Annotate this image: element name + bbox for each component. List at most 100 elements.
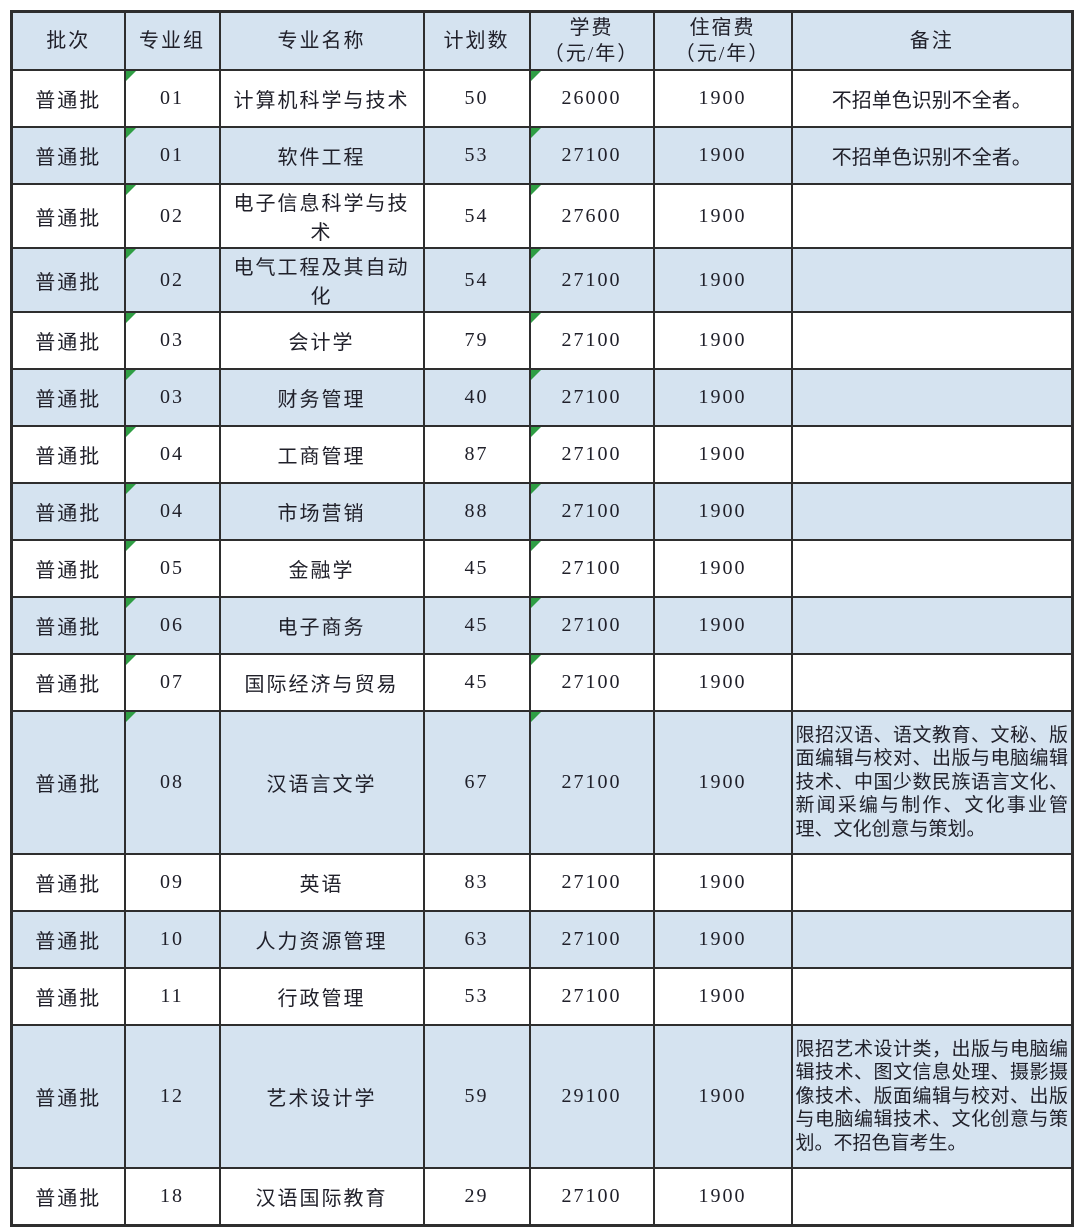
tuition-cell-text: 27100 — [561, 671, 622, 693]
batch-cell-text: 普通批 — [35, 931, 102, 953]
header-major-group: 专业组 — [123, 10, 221, 71]
batch-cell: 普通批 — [10, 311, 126, 370]
batch-cell: 普通批 — [10, 183, 126, 249]
batch-cell-text: 普通批 — [35, 1187, 102, 1210]
accommodation-cell: 1900 — [652, 69, 793, 128]
major-group-cell: 01 — [123, 69, 221, 128]
major-name-cell: 计算机科学与技术 — [218, 69, 425, 128]
cell-corner-triangle-icon — [531, 713, 541, 722]
tuition-cell: 27100 — [528, 482, 655, 541]
major-group-cell-text: 03 — [160, 329, 184, 351]
accommodation-cell-text: 1900 — [698, 500, 747, 522]
batch-cell-text: 普通批 — [35, 446, 102, 468]
batch-cell-text: 普通批 — [35, 332, 102, 354]
accommodation-cell: 1900 — [652, 311, 793, 370]
table-row: 普通批 12 艺术设计学 59 29100 1900 限招艺术设计类，出版与电脑编辑技术、图… — [10, 1024, 1074, 1169]
accommodation-cell-text: 1900 — [698, 443, 747, 465]
batch-cell: 普通批 — [10, 1024, 126, 1169]
batch-cell-text: 普通批 — [35, 988, 102, 1010]
major-group-cell-text: 04 — [160, 443, 184, 465]
major-name-cell-text: 计算机科学与技术 — [233, 90, 410, 112]
accommodation-cell-text: 1900 — [698, 614, 747, 636]
plan-count-cell: 54 — [422, 183, 531, 249]
batch-cell-text: 普通批 — [35, 674, 102, 696]
table-row: 普通批 07 国际经济与贸易 45 27100 1900 — [10, 653, 1074, 712]
plan-count-cell-text: 45 — [464, 557, 489, 579]
major-name-cell-text: 软件工程 — [277, 147, 366, 169]
tuition-cell-text: 27100 — [561, 443, 622, 465]
plan-count-cell: 54 — [422, 247, 531, 313]
major-name-cell: 艺术设计学 — [218, 1024, 425, 1169]
tuition-cell: 27100 — [528, 910, 655, 969]
plan-count-cell: 59 — [422, 1024, 531, 1169]
major-group-cell: 03 — [123, 311, 221, 370]
major-group-cell: 08 — [123, 710, 221, 855]
remark-cell: 不招单色识别不全者。 — [790, 69, 1074, 128]
tuition-cell: 27100 — [528, 710, 655, 855]
header-plan-count: 计划数 — [422, 10, 531, 71]
cell-corner-triangle-icon — [531, 250, 541, 259]
accommodation-cell-text: 1900 — [698, 204, 747, 227]
batch-cell: 普通批 — [10, 126, 126, 185]
cell-corner-triangle-icon — [531, 485, 541, 494]
batch-cell: 普通批 — [10, 482, 126, 541]
major-name-cell: 人力资源管理 — [218, 910, 425, 969]
batch-cell: 普通批 — [10, 368, 126, 427]
plan-count-cell-text: 88 — [464, 500, 489, 522]
accommodation-cell: 1900 — [652, 539, 793, 598]
remark-cell — [790, 425, 1074, 484]
table-row: 普通批 02 电子信息科学与技术 54 27600 1900 — [10, 183, 1074, 249]
batch-cell-text: 普通批 — [35, 90, 102, 112]
major-name-cell-text: 会计学 — [288, 332, 355, 354]
tuition-cell-text: 29100 — [561, 1085, 622, 1107]
major-group-cell: 05 — [123, 539, 221, 598]
plan-count-cell: 63 — [422, 910, 531, 969]
major-group-cell: 03 — [123, 368, 221, 427]
table-row: 普通批 03 财务管理 40 27100 1900 — [10, 368, 1074, 427]
table-row: 普通批 18 汉语国际教育 29 27100 1900 — [10, 1167, 1074, 1226]
tuition-cell: 27100 — [528, 368, 655, 427]
accommodation-cell: 1900 — [652, 126, 793, 185]
batch-cell-text: 普通批 — [35, 389, 102, 411]
plan-count-cell-text: 63 — [464, 928, 489, 950]
accommodation-cell: 1900 — [652, 247, 793, 313]
table-row: 普通批 11 行政管理 53 27100 1900 — [10, 967, 1074, 1026]
major-name-cell: 英语 — [218, 853, 425, 912]
batch-cell: 普通批 — [10, 1167, 126, 1226]
table-row: 普通批 10 人力资源管理 63 27100 1900 — [10, 910, 1074, 969]
plan-count-cell-text: 29 — [464, 1184, 489, 1207]
cell-corner-triangle-icon — [531, 656, 541, 665]
remark-cell — [790, 368, 1074, 427]
header-tuition: 学费 （元/年） — [528, 10, 655, 71]
cell-corner-triangle-icon — [126, 542, 136, 551]
major-group-cell: 11 — [123, 967, 221, 1026]
cell-corner-triangle-icon — [531, 599, 541, 608]
cell-corner-triangle-icon — [126, 656, 136, 665]
batch-cell-text: 普通批 — [35, 874, 102, 896]
cell-corner-triangle-icon — [531, 186, 541, 195]
major-group-cell-text: 05 — [160, 557, 184, 579]
tuition-cell-text: 27100 — [561, 1184, 622, 1207]
major-group-cell: 12 — [123, 1024, 221, 1169]
batch-cell: 普通批 — [10, 653, 126, 712]
tuition-cell-text: 27100 — [561, 871, 622, 893]
remark-cell — [790, 1167, 1074, 1226]
major-name-cell: 软件工程 — [218, 126, 425, 185]
batch-cell: 普通批 — [10, 710, 126, 855]
plan-count-cell: 45 — [422, 539, 531, 598]
accommodation-cell: 1900 — [652, 482, 793, 541]
remark-cell-text: 不招单色识别不全者。 — [831, 147, 1032, 169]
batch-cell: 普通批 — [10, 967, 126, 1026]
header-remark: 备注 — [790, 10, 1074, 71]
tuition-cell-text: 27100 — [561, 329, 622, 351]
major-group-cell: 04 — [123, 482, 221, 541]
batch-cell: 普通批 — [10, 596, 126, 655]
tuition-cell: 27100 — [528, 596, 655, 655]
cell-corner-triangle-icon — [126, 713, 136, 722]
tuition-cell-text: 27600 — [561, 204, 622, 227]
plan-count-cell: 53 — [422, 967, 531, 1026]
cell-corner-triangle-icon — [126, 485, 136, 494]
cell-corner-triangle-icon — [126, 72, 136, 81]
remark-cell-text: 限招艺术设计类，出版与电脑编辑技术、图文信息处理、摄影摄像技术、版面编辑与校对、… — [795, 1038, 1069, 1154]
major-name-cell-text: 行政管理 — [277, 988, 366, 1010]
